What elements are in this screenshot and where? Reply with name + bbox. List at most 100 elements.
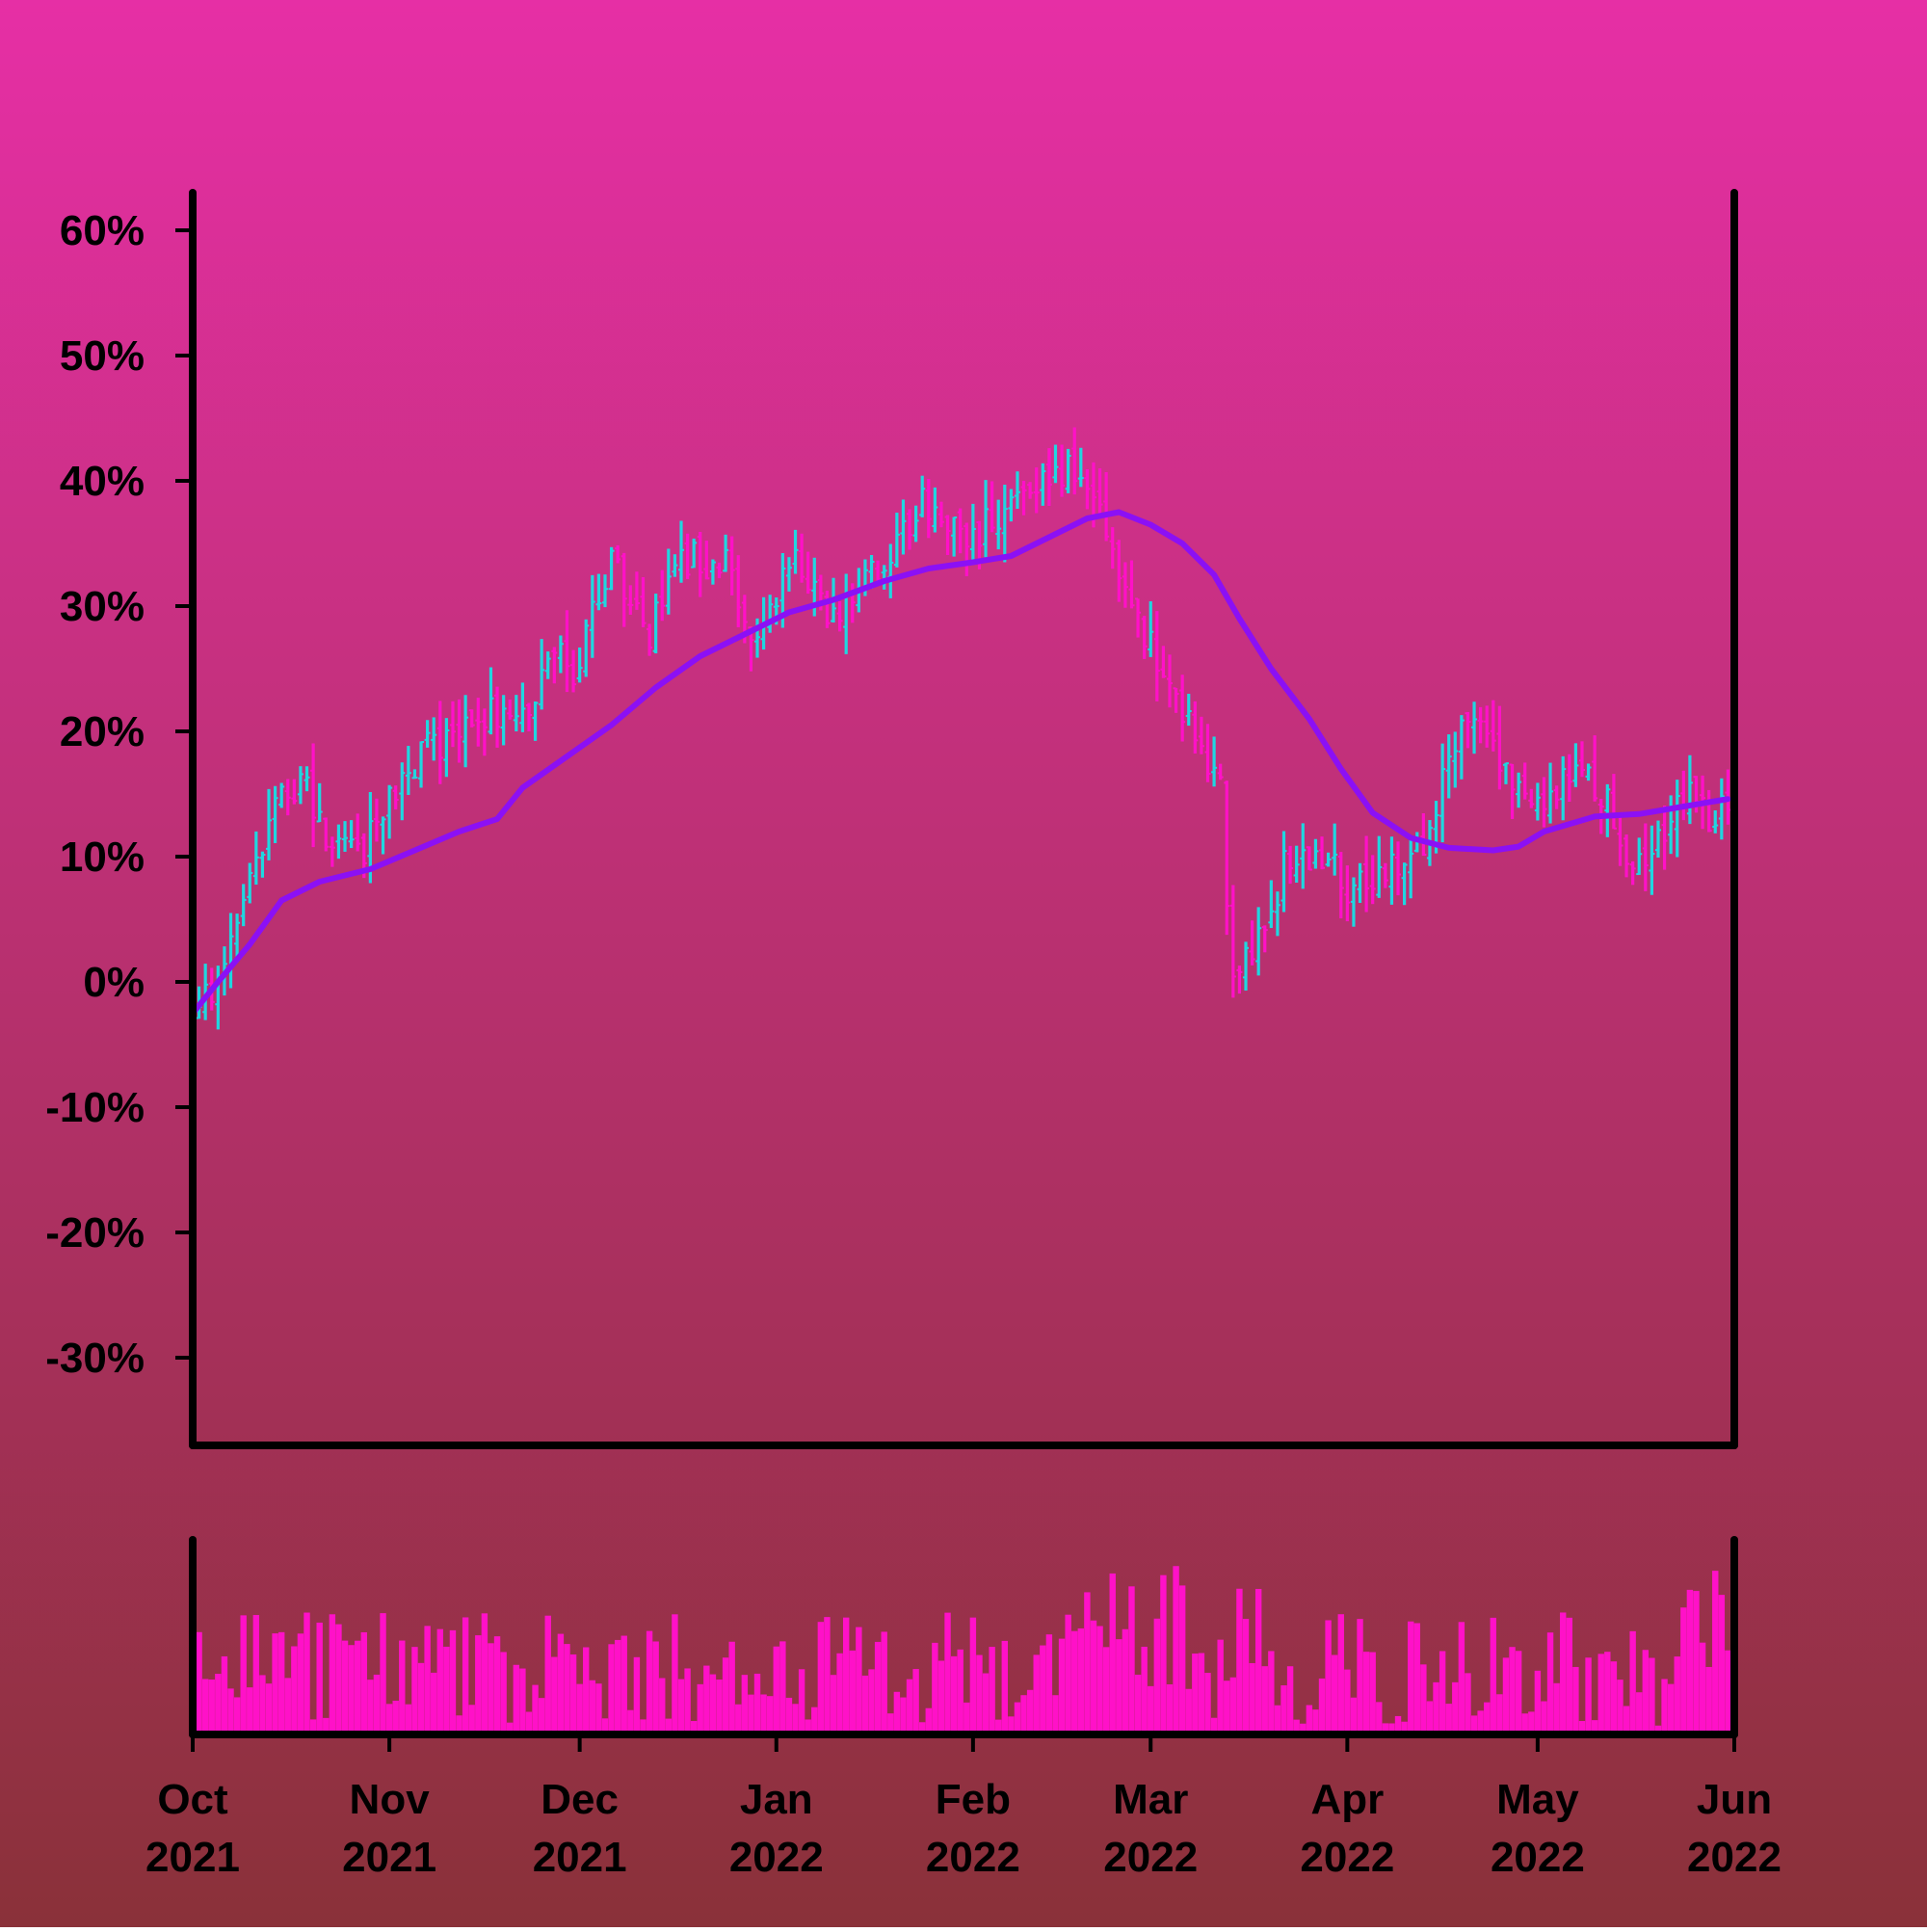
ohlc-bar	[1065, 448, 1071, 493]
y-tick-label: -10%	[45, 1084, 145, 1131]
ohlc-bar	[1541, 777, 1547, 828]
ohlc-bar	[659, 569, 666, 622]
volume-bar	[1249, 1662, 1255, 1734]
ohlc-bar	[1198, 716, 1204, 754]
volume-bar	[944, 1612, 951, 1734]
volume-bars	[189, 1566, 1731, 1734]
ohlc-bar	[1040, 463, 1046, 506]
volume-bar	[1033, 1654, 1040, 1734]
volume-bar	[1680, 1607, 1687, 1734]
ohlc-bar	[1280, 831, 1287, 913]
volume-bar	[1001, 1640, 1008, 1734]
volume-bar	[1020, 1695, 1027, 1734]
volume-bar	[1420, 1664, 1427, 1734]
ohlc-bar	[964, 522, 970, 576]
ohlc-bar	[703, 540, 710, 580]
volume-bar	[1667, 1683, 1675, 1734]
ohlc-bar	[1654, 820, 1661, 858]
volume-bar	[462, 1617, 469, 1734]
ohlc-bar	[951, 516, 958, 557]
x-tick-month: May	[1496, 1776, 1579, 1823]
ohlc-bar	[1445, 734, 1452, 799]
volume-bar	[1148, 1685, 1154, 1734]
volume-bar	[969, 1617, 977, 1734]
ohlc-bar	[1661, 806, 1668, 870]
volume-bar	[284, 1678, 291, 1734]
volume-bar	[881, 1631, 887, 1734]
ohlc-bar	[1249, 920, 1255, 966]
volume-bar	[614, 1639, 621, 1734]
y-tick-label: 20%	[60, 708, 145, 755]
volume-bar	[1541, 1701, 1547, 1734]
ohlc-bar	[252, 831, 259, 886]
volume-bar	[1490, 1617, 1496, 1734]
ohlc-bar	[355, 813, 361, 852]
volume-bar	[1553, 1682, 1560, 1734]
ohlc-bar	[995, 499, 1002, 550]
volume-bar	[703, 1665, 710, 1734]
ohlc-bar	[1560, 755, 1567, 821]
volume-bar	[1192, 1654, 1199, 1734]
volume-bar	[805, 1719, 811, 1734]
ohlc-bar	[1363, 835, 1370, 913]
volume-bar	[1433, 1681, 1439, 1734]
volume-bar	[367, 1680, 374, 1734]
volume-bar	[957, 1649, 964, 1734]
ohlc-bar	[627, 585, 634, 615]
ohlc-bar	[1617, 812, 1623, 866]
ohlc-bar	[411, 769, 418, 780]
volume-bar	[1509, 1647, 1516, 1734]
x-tick-month: Feb	[936, 1776, 1011, 1823]
volume-bar	[247, 1687, 253, 1734]
volume-bar	[1325, 1620, 1332, 1734]
volume-bar	[1306, 1705, 1313, 1734]
x-tick-year: 2021	[533, 1834, 627, 1881]
ohlc-bar	[620, 552, 627, 627]
ohlc-bar	[601, 574, 608, 608]
ohlc-bar	[1521, 762, 1528, 800]
volume-bar	[1642, 1650, 1650, 1734]
ohlc-bar	[1293, 845, 1300, 883]
volume-bar	[589, 1680, 596, 1734]
volume-bar	[493, 1636, 501, 1734]
ohlc-bar	[989, 481, 995, 533]
ohlc-bar	[544, 651, 551, 679]
ohlc-bar	[1224, 781, 1230, 936]
volume-axes	[189, 1536, 1738, 1738]
volume-bar	[932, 1642, 938, 1734]
ohlc-bar	[284, 779, 291, 816]
volume-bar	[323, 1717, 330, 1734]
ohlc-bar	[937, 501, 944, 528]
volume-bar	[659, 1678, 666, 1734]
volume-bar	[728, 1641, 735, 1734]
ohlc-bar	[1623, 834, 1630, 878]
ohlc-bar	[488, 667, 494, 735]
ohlc-bar	[1337, 852, 1344, 919]
volume-bar	[893, 1691, 901, 1734]
ohlc-bar	[507, 699, 514, 720]
volume-bar	[1686, 1589, 1694, 1734]
ohlc-bar	[608, 546, 615, 591]
x-tick-year: 2022	[1103, 1834, 1198, 1881]
ohlc-bar	[399, 762, 406, 821]
ohlc-bar	[532, 701, 539, 741]
ohlc-bar	[1300, 823, 1307, 889]
ohlc-bar	[1585, 763, 1592, 781]
ohlc-bar	[1109, 527, 1116, 569]
volume-bar	[1623, 1706, 1630, 1734]
ohlc-bar	[583, 619, 590, 677]
volume-bar	[677, 1679, 685, 1734]
volume-bar	[1261, 1666, 1268, 1734]
volume-bar	[646, 1630, 653, 1734]
ohlc-bar	[456, 699, 462, 763]
ohlc-bar	[595, 573, 602, 611]
ohlc-bar	[1096, 468, 1103, 515]
ohlc-bar	[1027, 482, 1034, 499]
ohlc-bar	[1274, 891, 1280, 937]
volume-bar	[1712, 1571, 1719, 1734]
volume-bar	[335, 1624, 342, 1734]
ohlc-bar	[1103, 472, 1110, 542]
ohlc-bar	[1204, 724, 1211, 782]
volume-bar	[569, 1654, 577, 1734]
